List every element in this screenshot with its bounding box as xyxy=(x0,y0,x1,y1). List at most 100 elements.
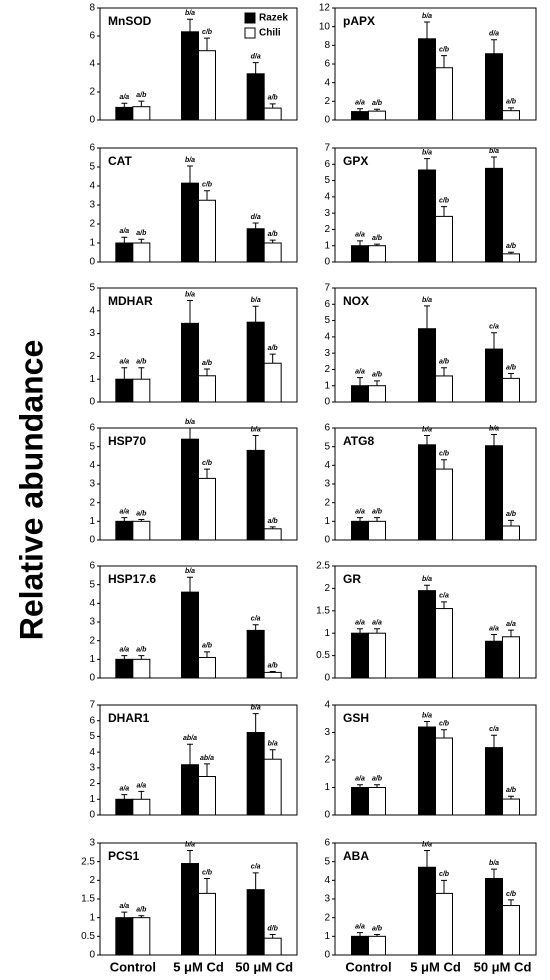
panel-title: GSH xyxy=(343,711,369,725)
error-bar xyxy=(508,251,514,254)
y-tick-label: 4 xyxy=(89,747,95,758)
bar xyxy=(181,863,199,956)
bar xyxy=(485,747,503,816)
significance-label: b/a xyxy=(185,419,195,426)
x-tick-label: 5 μM Cd xyxy=(410,959,461,974)
significance-label: a/a xyxy=(119,359,129,366)
bar xyxy=(263,362,282,403)
significance-label: a/b xyxy=(268,518,279,525)
significance-label: a/a xyxy=(119,903,129,910)
y-tick-label: 5 xyxy=(89,162,95,173)
significance-label: b/a xyxy=(489,148,499,155)
y-tick-label: 1 xyxy=(324,516,330,527)
error-bar xyxy=(187,743,193,765)
error-bar xyxy=(269,103,276,109)
bar xyxy=(132,106,151,121)
y-tick-label: 3 xyxy=(89,838,95,849)
error-bar xyxy=(374,380,380,386)
bar xyxy=(181,438,199,541)
y-tick-label: 2 xyxy=(89,87,95,98)
y-tick-label: 1 xyxy=(324,628,330,639)
bar xyxy=(198,50,216,121)
y-tick-label: 3 xyxy=(324,479,330,490)
significance-label: a/a xyxy=(119,646,129,653)
significance-label: b/a xyxy=(422,426,432,433)
error-bar xyxy=(204,651,210,658)
significance-label: c/a xyxy=(251,864,261,871)
error-bar xyxy=(441,206,447,217)
panel-title: NOX xyxy=(343,294,369,308)
error-bar xyxy=(508,373,514,379)
error-bar xyxy=(491,332,497,350)
bar xyxy=(246,629,265,679)
bar xyxy=(115,242,134,263)
y-tick-label: 6 xyxy=(324,59,330,70)
error-bar xyxy=(374,243,380,246)
bar xyxy=(198,892,216,956)
y-tick-label: 0 xyxy=(324,950,330,961)
bar xyxy=(198,375,216,403)
y-tick-label: 2 xyxy=(89,875,95,886)
significance-label: a/b xyxy=(506,364,517,371)
bar xyxy=(198,776,216,816)
error-bar xyxy=(491,734,497,748)
bar xyxy=(115,917,134,956)
error-bar xyxy=(441,879,447,894)
bar xyxy=(485,167,503,263)
significance-label: d/a xyxy=(489,31,499,38)
y-tick-label: 4 xyxy=(89,305,95,316)
significance-label: a/b xyxy=(268,231,279,238)
significance-label: a/b xyxy=(268,95,279,102)
y-tick-label: 2 xyxy=(324,224,330,235)
error-bar xyxy=(121,367,128,380)
error-bar xyxy=(269,239,276,243)
significance-label: a/b xyxy=(202,360,213,367)
error-bar xyxy=(491,156,497,169)
error-bar xyxy=(424,434,430,445)
error-bar xyxy=(252,62,259,74)
error-bar xyxy=(204,37,210,51)
bar xyxy=(115,378,134,403)
error-bar xyxy=(121,655,128,660)
panel-title: HSP17.6 xyxy=(108,572,156,586)
error-bar xyxy=(187,165,193,184)
x-tick-label: Control xyxy=(110,959,156,974)
error-bar xyxy=(187,18,193,32)
y-tick-label: 7 xyxy=(89,700,95,711)
significance-label: c/b xyxy=(439,197,450,204)
bar xyxy=(485,640,503,679)
significance-label: c/b xyxy=(202,869,213,876)
error-bar xyxy=(187,427,193,440)
y-tick-label: 6 xyxy=(89,561,95,572)
bar xyxy=(502,377,520,403)
y-tick-label: 4 xyxy=(324,460,330,471)
bar xyxy=(418,590,436,679)
error-bar xyxy=(252,305,259,323)
y-tick-label: 1 xyxy=(89,516,95,527)
error-bar xyxy=(374,933,380,937)
y-tick-label: 6 xyxy=(89,31,95,42)
significance-label: a/a xyxy=(119,94,129,101)
significance-label: a/b xyxy=(439,359,450,366)
bar xyxy=(246,73,265,121)
y-tick-label: 1 xyxy=(324,931,330,942)
bar xyxy=(132,520,151,541)
significance-label: a/a xyxy=(119,228,129,235)
y-tick-label: 0.5 xyxy=(81,931,95,942)
error-bar xyxy=(491,434,497,446)
error-bar xyxy=(252,713,259,733)
bar xyxy=(368,935,386,956)
error-bar xyxy=(508,519,514,526)
panel-title: MDHAR xyxy=(108,294,153,308)
error-bar xyxy=(252,434,259,451)
bar xyxy=(263,671,282,679)
significance-label: b/a xyxy=(185,568,195,575)
bar xyxy=(435,375,453,403)
y-tick-label: 8 xyxy=(89,3,95,14)
significance-label: b/a xyxy=(251,426,261,433)
y-tick-label: 0 xyxy=(89,950,95,961)
significance-label: c/b xyxy=(439,871,450,878)
panel-title: CAT xyxy=(108,154,132,168)
error-bar xyxy=(441,459,447,470)
